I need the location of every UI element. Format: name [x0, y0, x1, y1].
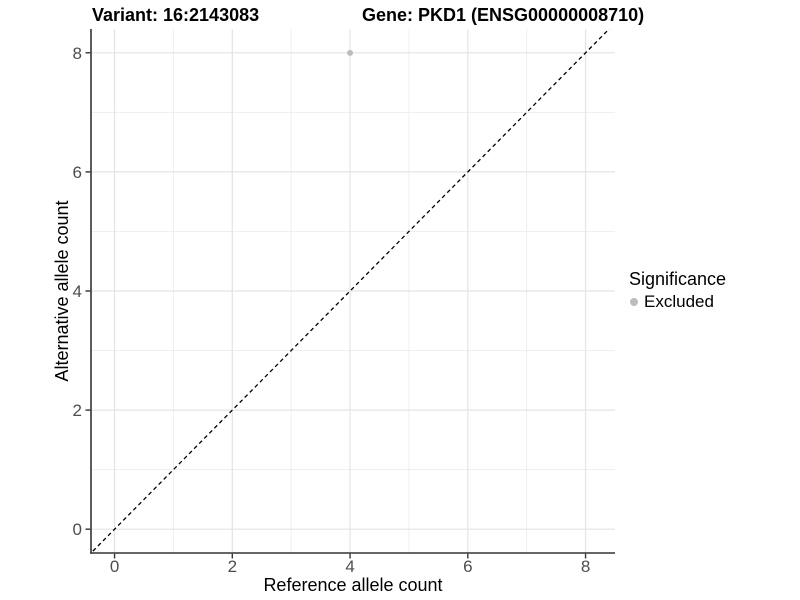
- x-tick-label: 8: [581, 557, 590, 576]
- x-tick-label: 4: [345, 557, 354, 576]
- data-point: [347, 49, 354, 56]
- legend-item-label: Excluded: [644, 292, 714, 311]
- y-tick-label: 6: [73, 163, 82, 182]
- variant-title: Variant: 16:2143083: [92, 5, 260, 25]
- x-axis-title: Reference allele count: [263, 575, 443, 595]
- x-tick-label: 0: [110, 557, 119, 576]
- legend: Significance Excluded: [629, 269, 726, 311]
- y-tick-label: 4: [73, 282, 82, 301]
- legend-title: Significance: [629, 269, 727, 289]
- legend-item-excluded: Excluded: [629, 292, 726, 311]
- y-tick-label: 8: [73, 44, 82, 63]
- legend-point-icon: [630, 297, 638, 306]
- x-tick-label: 2: [228, 557, 237, 576]
- y-tick-label: 0: [73, 520, 82, 539]
- y-axis-title: Alternative allele count: [52, 200, 72, 382]
- x-tick-label: 6: [463, 557, 472, 576]
- identity-reference-line: [91, 29, 611, 553]
- gene-title: Gene: PKD1 (ENSG00000008710): [362, 5, 645, 25]
- y-tick-label: 2: [73, 401, 82, 420]
